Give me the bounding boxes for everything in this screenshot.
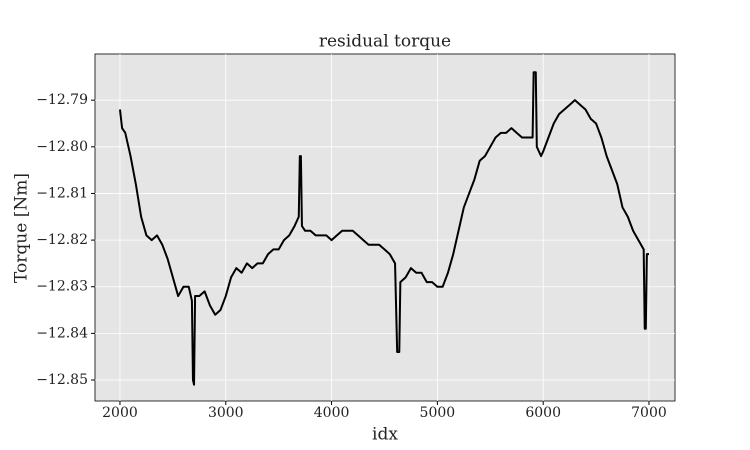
plot-area	[94, 53, 676, 402]
y-tick-label: −12.79	[36, 92, 88, 108]
y-tick-label: −12.80	[36, 139, 88, 155]
y-tick-label: −12.84	[36, 325, 88, 341]
y-tick-label: −12.85	[36, 372, 88, 388]
y-axis-label: Torque [Nm]	[12, 173, 32, 283]
chart-title: residual torque	[319, 32, 451, 52]
y-tick-label: −12.83	[36, 279, 88, 295]
x-tick-label: 3000	[208, 405, 244, 421]
x-tick-label: 5000	[420, 405, 456, 421]
y-tick-label: −12.81	[36, 185, 88, 201]
x-axis-label: idx	[372, 425, 398, 445]
x-tick-label: 4000	[314, 405, 350, 421]
x-tick-label: 2000	[102, 405, 138, 421]
x-tick-label: 6000	[525, 405, 561, 421]
marks	[118, 71, 649, 386]
y-tick-label: −12.82	[36, 232, 88, 248]
x-tick-label: 7000	[631, 405, 667, 421]
line	[118, 71, 649, 386]
